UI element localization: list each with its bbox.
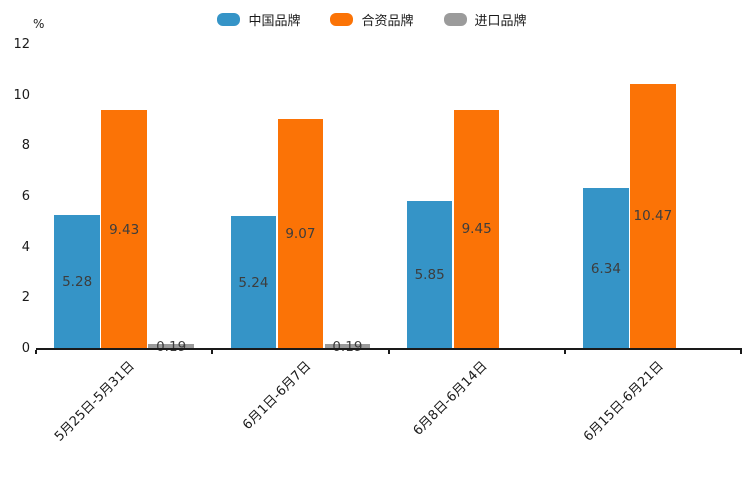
bar-value-label: 5.28	[62, 274, 93, 291]
y-tick-label: 12	[13, 37, 30, 52]
y-tick-label: 2	[21, 290, 30, 306]
y-tick-label: 0	[21, 341, 30, 356]
legend-swatch-icon	[330, 12, 354, 26]
legend-item-2[interactable]: 合资品牌	[330, 10, 414, 29]
legend: 中国品牌 合资品牌 进口品牌	[0, 8, 744, 30]
x-category-label: 6月1日-6月7日	[239, 358, 314, 433]
x-tick	[563, 350, 566, 354]
x-tick	[387, 350, 390, 354]
bar-合资品牌-3	[453, 109, 500, 349]
legend-label: 合资品牌	[361, 13, 414, 29]
bar-中国品牌-1	[54, 215, 100, 349]
y-axis-unit-label: %	[33, 17, 45, 31]
x-category-label: 5月25日-5月31日	[51, 358, 138, 445]
legend-swatch-icon	[443, 12, 467, 26]
bar-中国品牌-2	[230, 216, 277, 349]
legend-item-1[interactable]: 中国品牌	[217, 10, 300, 29]
legend-label: 中国品牌	[248, 13, 301, 29]
x-tick	[740, 350, 742, 354]
y-tick-label: 6	[21, 189, 30, 204]
bar-value-label: 5.85	[414, 266, 445, 283]
x-axis-line	[36, 348, 742, 350]
x-category-label: 6月15日-6月21日	[580, 358, 667, 445]
bar-进口品牌-1	[148, 344, 194, 349]
legend-label: 进口品牌	[474, 13, 527, 29]
plot-area: 5.28 9.43 0.19 5.24 9.07 0.19 5.85 9.45 6.34 10.4…	[36, 45, 741, 355]
x-tick	[211, 350, 214, 354]
bar-value-label: 9.07	[285, 226, 316, 243]
bar-value-label: 9.45	[461, 221, 492, 238]
bar-进口品牌-2	[324, 344, 371, 349]
bar-合资品牌-4	[630, 83, 676, 349]
bar-中国品牌-3	[406, 200, 453, 349]
y-tick-label: 10	[13, 87, 30, 103]
bar-中国品牌-4	[583, 188, 629, 349]
bar-合资品牌-1	[101, 110, 147, 349]
legend-swatch-icon	[217, 12, 241, 26]
bar-value-label: 0.19	[156, 338, 187, 355]
x-tick	[35, 350, 37, 354]
y-tick-label: 8	[21, 138, 30, 154]
bar-value-label: 5.24	[238, 274, 269, 291]
bar-合资品牌-2	[277, 119, 324, 349]
x-category-label: 6月8日-6月14日	[410, 358, 491, 439]
legend-item-3[interactable]: 进口品牌	[443, 10, 527, 29]
bar-value-label: 10.47	[633, 208, 673, 225]
bar-value-label: 0.19	[332, 338, 363, 355]
bar-value-label: 9.43	[109, 221, 140, 238]
y-tick-label: 4	[21, 239, 30, 255]
bar-value-label: 6.34	[590, 260, 621, 277]
